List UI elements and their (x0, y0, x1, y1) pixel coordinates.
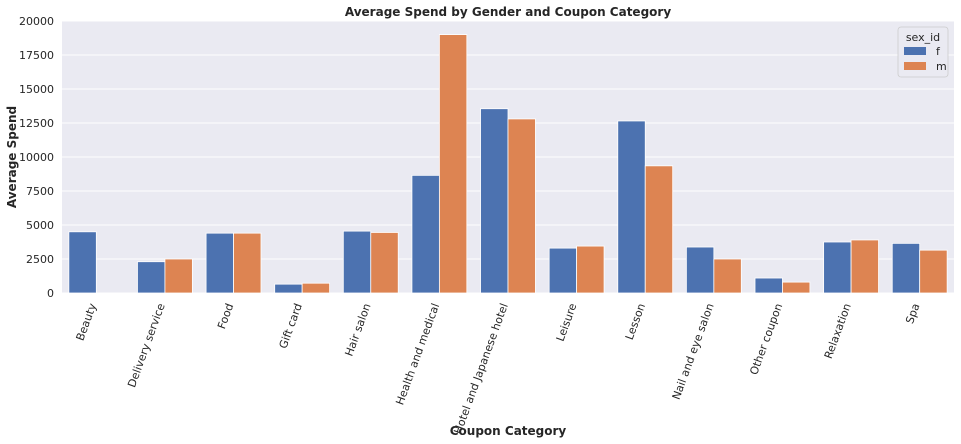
chart-title: Average Spend by Gender and Coupon Categ… (345, 5, 671, 19)
bar-f-11 (823, 241, 852, 294)
y-tick-label-8: 20000 (19, 15, 54, 28)
x-tick-label-4: Hair salon (342, 302, 373, 358)
bar-m-8 (644, 165, 674, 294)
x-tick-label-7: Leisure (554, 301, 580, 343)
bars (68, 34, 948, 294)
bar-f-9 (686, 246, 715, 294)
bar-m-3 (301, 282, 330, 294)
bar-m-10 (782, 281, 811, 294)
x-tick-label-9: Nail and eye salon (670, 302, 717, 402)
y-tick-label-5: 12500 (19, 117, 54, 130)
bar-m-12 (919, 249, 948, 294)
y-tick-label-1: 2500 (26, 253, 54, 266)
x-tick-label-3: Gift card (277, 302, 305, 351)
bar-m-4 (370, 232, 399, 294)
legend-label-m: m (936, 60, 947, 73)
legend-swatch-f (904, 47, 926, 55)
x-axis-label: Coupon Category (450, 424, 567, 438)
legend-title: sex_id (906, 31, 940, 44)
bar-f-2 (205, 232, 234, 294)
bar-f-1 (137, 261, 166, 294)
x-tick-label-11: Relaxation (822, 302, 854, 361)
y-tick-label-4: 10000 (19, 151, 54, 164)
bar-m-1 (164, 258, 193, 294)
y-tick-labels: 0 2500 5000 7500 10000 12500 15000 17500 20000 (19, 15, 54, 300)
y-tick-label-0: 0 (47, 287, 54, 300)
bar-m-11 (850, 239, 879, 294)
bar-f-12 (891, 242, 921, 294)
legend-label-f: f (936, 45, 941, 58)
bar-f-0 (68, 231, 97, 294)
x-tick-label-0: Beauty (74, 301, 100, 342)
legend: sex_id fm (897, 26, 949, 78)
bar-m-5 (438, 34, 468, 294)
bar-f-4 (342, 230, 372, 294)
bar-f-5 (411, 174, 440, 294)
x-tick-label-10: Other coupon (747, 302, 785, 377)
y-tick-label-7: 17500 (19, 49, 54, 62)
x-tick-label-5: Health and medical (393, 302, 442, 407)
legend-swatch-m (904, 62, 926, 70)
bar-m-7 (576, 245, 605, 294)
bar-f-3 (274, 283, 303, 294)
y-tick-label-3: 7500 (26, 185, 54, 198)
bar-m-2 (233, 232, 262, 294)
x-tick-labels: Beauty Delivery service Food Gift card Hair … (74, 301, 923, 436)
x-tick-label-12: Spa (903, 302, 922, 326)
y-tick-label-6: 15000 (19, 83, 54, 96)
x-tick-label-2: Food (215, 302, 236, 331)
x-tick-label-8: Lesson (623, 302, 648, 342)
y-axis-label: Average Spend (5, 106, 19, 208)
bar-m-6 (507, 118, 536, 294)
bar-f-6 (480, 108, 509, 294)
bar-f-8 (617, 120, 646, 294)
bar-m-9 (713, 258, 742, 294)
bar-f-10 (754, 277, 783, 294)
bar-f-7 (548, 247, 578, 294)
y-tick-label-2: 5000 (26, 219, 54, 232)
x-tick-label-6: Hotel and Japanese hotel (451, 302, 510, 436)
x-tick-label-1: Delivery service (125, 301, 168, 389)
